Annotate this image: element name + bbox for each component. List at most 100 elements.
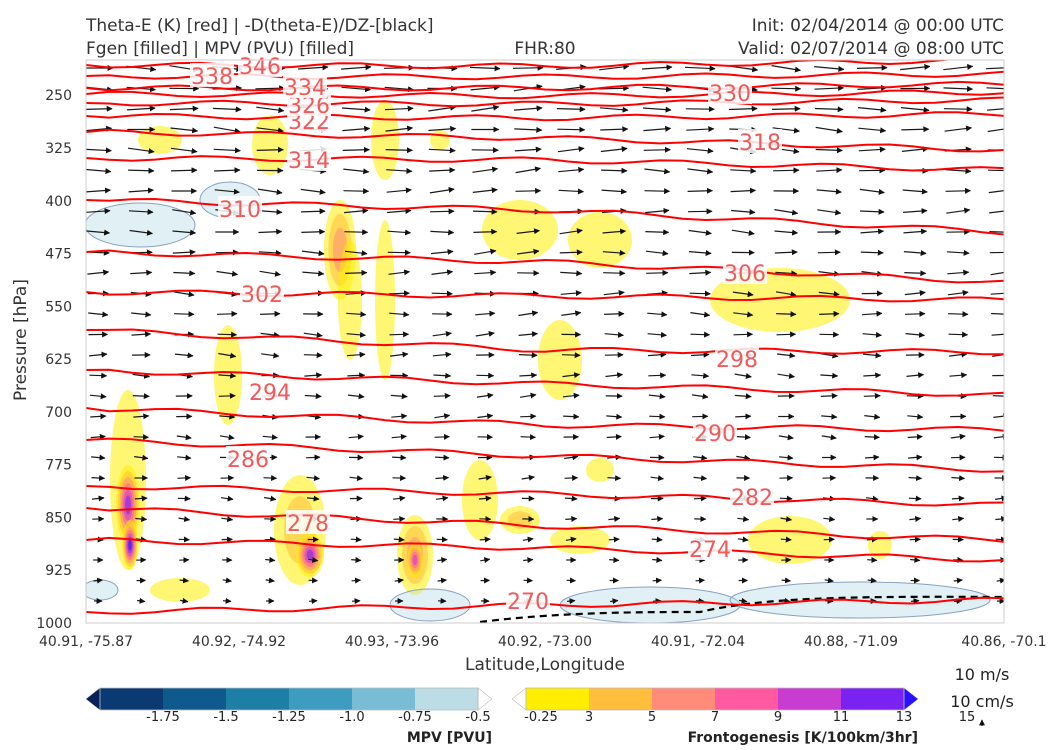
wind-vector xyxy=(347,372,366,379)
wind-vector xyxy=(388,290,410,297)
wind-vector xyxy=(558,166,585,173)
fgen-shading xyxy=(252,115,288,175)
y-tick-label: 925 xyxy=(45,563,72,579)
wind-vector xyxy=(606,433,622,440)
y-tick-label: 625 xyxy=(45,352,72,368)
wind-vector xyxy=(734,393,752,400)
fgen-shading xyxy=(338,240,362,360)
wind-vector xyxy=(265,577,275,584)
wind-vector xyxy=(220,495,234,502)
wind-vector xyxy=(563,413,580,420)
wind-vector xyxy=(952,515,965,522)
wind-vector xyxy=(774,249,798,256)
wind-vector xyxy=(430,229,455,236)
colorbar-frame xyxy=(99,687,479,711)
fgen-shading xyxy=(375,220,395,380)
wind-vector xyxy=(609,556,620,563)
wind-vector xyxy=(393,515,406,522)
wind-vector xyxy=(348,433,364,440)
theta-e-contour-labels: 270 274 278 282 286 290 294 298 302 306 310 314 318 3… xyxy=(190,53,782,615)
theta-e-contour xyxy=(86,437,1004,473)
wind-vector xyxy=(695,577,705,584)
wind-vector xyxy=(303,352,323,359)
theta-e-contour-label: 290 xyxy=(694,422,736,447)
wind-vector xyxy=(472,166,499,173)
y-tick-label: 325 xyxy=(45,141,72,157)
wind-vector xyxy=(304,393,322,400)
theta-e-contour-label: 310 xyxy=(219,198,261,223)
wind-vector xyxy=(513,105,543,112)
fgen-shading xyxy=(568,212,632,268)
wind-vector xyxy=(517,248,540,255)
title-center: FHR:80 xyxy=(514,39,575,59)
wind-vector xyxy=(389,311,410,318)
theta-e-contour xyxy=(86,407,1004,433)
wind-vector xyxy=(824,577,834,584)
wind-vector xyxy=(951,495,965,502)
wind-vector xyxy=(731,229,755,236)
wind-vector xyxy=(306,475,320,482)
wind-vector xyxy=(479,536,491,543)
wind-vector xyxy=(93,577,103,584)
wind-vector xyxy=(258,228,283,235)
wind-vector xyxy=(86,229,111,236)
wind-vector xyxy=(857,106,887,113)
wind-vector xyxy=(905,310,926,317)
wind-vector xyxy=(346,351,366,358)
colorbar-segment xyxy=(715,688,778,710)
wind-vector xyxy=(863,372,882,379)
wind-vector xyxy=(690,351,710,358)
y-tick-label: 775 xyxy=(45,458,72,474)
wind-vector xyxy=(990,292,1004,295)
wind-vector xyxy=(304,372,323,379)
wind-vector xyxy=(386,167,413,174)
wind-vector xyxy=(91,495,105,502)
wind-vector xyxy=(648,372,667,379)
wind-vector xyxy=(820,372,839,379)
wind-vector xyxy=(565,536,577,543)
wind-vector xyxy=(258,209,283,215)
theta-e-contour-label: 294 xyxy=(249,381,291,406)
wind-vector xyxy=(603,270,626,277)
wind-vector xyxy=(431,290,453,297)
wind-vector xyxy=(733,311,754,318)
wind-vector xyxy=(391,413,408,420)
wind-vector xyxy=(472,187,498,194)
wind-vector xyxy=(126,105,156,112)
colorbar-segment xyxy=(652,688,715,710)
wind-vector xyxy=(129,229,153,236)
wind-vector xyxy=(343,188,370,195)
theta-e-contour-label: 278 xyxy=(287,512,329,537)
wind-vector xyxy=(565,515,578,522)
wind-vector xyxy=(218,392,236,399)
fgen-shading xyxy=(371,100,399,180)
wind-vector xyxy=(434,413,451,420)
wind-vector xyxy=(652,577,662,584)
mpv-shading xyxy=(559,586,741,623)
theta-e-contour-label: 346 xyxy=(239,55,281,80)
wind-vector xyxy=(260,331,280,338)
wind-vector xyxy=(515,166,541,174)
wind-vector xyxy=(646,269,669,276)
wind-vector xyxy=(351,577,361,584)
colorbar-tick-label: 5 xyxy=(648,710,656,725)
wind-vector xyxy=(431,269,454,276)
wind-vector xyxy=(645,250,669,257)
wind-vector xyxy=(87,269,110,276)
wind-vector xyxy=(780,516,793,522)
wind-vector xyxy=(907,433,923,440)
wind-vector xyxy=(561,352,581,359)
wind-vector xyxy=(862,331,882,338)
wind-vector xyxy=(902,188,928,195)
wind-vector xyxy=(471,104,500,112)
colorbar-extend-left xyxy=(511,687,527,711)
wind-vector xyxy=(222,577,232,584)
wind-vector xyxy=(823,516,836,523)
wind-vector xyxy=(771,65,801,73)
contour-label-bg xyxy=(190,63,234,87)
wind-vector xyxy=(567,598,576,605)
wind-vector xyxy=(735,413,752,420)
x-tick-label: 40.92, -74.92 xyxy=(192,634,286,650)
wind-vector xyxy=(474,248,497,255)
wind-vector xyxy=(390,351,409,358)
